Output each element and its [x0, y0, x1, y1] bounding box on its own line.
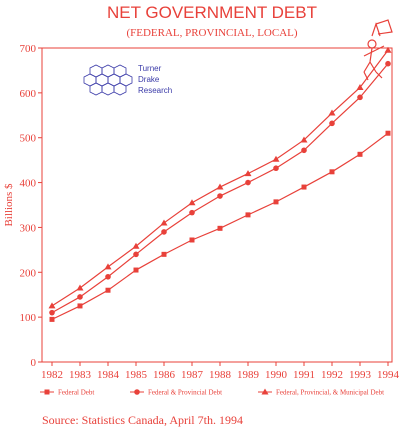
data-point-series-3 — [300, 136, 308, 143]
logo-line-1: Turner — [138, 64, 162, 73]
data-point-series-1 — [133, 267, 139, 273]
plot-frame — [41, 47, 393, 363]
data-point-series-1 — [161, 251, 167, 257]
y-tick-label: 500 — [20, 133, 37, 145]
data-point-series-1 — [301, 184, 307, 190]
y-tick-label: 300 — [20, 222, 37, 234]
data-point-series-1 — [189, 237, 195, 243]
data-point-series-2 — [189, 209, 195, 216]
legend-swatch-marker — [44, 389, 50, 395]
x-tick-label: 1982 — [41, 369, 63, 381]
data-point-series-1 — [77, 303, 83, 309]
legend-swatch-marker — [261, 388, 269, 395]
x-tick-label: 1993 — [349, 369, 372, 381]
data-point-series-2 — [77, 294, 83, 300]
x-tick-label: 1984 — [97, 369, 120, 381]
data-point-series-3 — [160, 219, 168, 226]
x-tick-label: 1990 — [265, 369, 288, 381]
x-tick-label: 1994 — [377, 369, 400, 381]
x-tick-label: 1991 — [293, 369, 315, 381]
y-ticks: 0 100 200 300 400 500 600 700 — [20, 43, 42, 369]
chart-subtitle: (FEDERAL, PROVINCIAL, LOCAL) — [126, 27, 297, 39]
data-point-series-2 — [385, 60, 391, 67]
x-tick-label: 1988 — [209, 369, 232, 381]
data-point-series-2 — [329, 120, 335, 127]
y-tick-label: 400 — [20, 178, 37, 190]
chart-title: NET GOVERNMENT DEBT — [107, 3, 317, 22]
x-ticks: 1982 1983 1984 1985 1986 1987 1988 1989 1990 1991… — [41, 362, 400, 381]
data-point-series-1 — [49, 316, 55, 322]
data-point-series-2 — [105, 273, 111, 280]
y-tick-label: 700 — [20, 43, 37, 55]
turner-drake-logo: Turner Drake Research — [83, 64, 172, 96]
x-tick-label: 1987 — [181, 369, 204, 381]
data-point-series-3 — [76, 284, 84, 291]
data-point-series-2 — [273, 165, 279, 172]
x-tick-label: 1989 — [237, 369, 260, 381]
legend-label: Federal Debt — [58, 389, 94, 397]
x-tick-label: 1986 — [153, 369, 176, 381]
data-point-series-2 — [245, 179, 251, 186]
hexagon-cluster-icon — [83, 64, 133, 96]
data-point-series-3 — [244, 170, 252, 177]
legend-label: Federal & Provincial Debt — [148, 389, 222, 397]
data-point-series-3 — [188, 199, 196, 206]
data-point-series-2 — [357, 94, 363, 101]
data-point-series-3 — [356, 83, 364, 90]
legend-label: Federal, Provincial, & Municipal Debt — [276, 389, 384, 397]
x-tick-label: 1983 — [69, 369, 92, 381]
y-tick-label: 100 — [20, 312, 37, 324]
legend: Federal Debt Federal & Provincial Debt Fed… — [40, 388, 384, 397]
data-point-series-2 — [49, 309, 55, 316]
axes — [41, 47, 393, 363]
data-point-series-1 — [385, 130, 391, 136]
series-lines — [48, 46, 392, 322]
data-point-series-3 — [132, 242, 140, 249]
data-point-series-3 — [272, 155, 280, 162]
data-point-series-3 — [384, 46, 392, 53]
y-tick-label: 600 — [20, 88, 37, 100]
data-point-series-2 — [161, 229, 167, 235]
y-tick-label: 0 — [31, 357, 37, 369]
data-point-series-3 — [328, 109, 336, 116]
data-point-series-1 — [329, 169, 335, 175]
data-point-series-1 — [273, 199, 279, 205]
data-point-series-1 — [245, 212, 251, 218]
y-tick-label: 200 — [20, 267, 37, 279]
flag-bearer-illustration — [363, 19, 393, 81]
x-tick-label: 1985 — [125, 369, 148, 381]
data-point-series-2 — [217, 193, 223, 199]
data-point-series-3 — [216, 183, 224, 190]
data-point-series-3 — [104, 263, 112, 270]
data-point-series-1 — [105, 287, 111, 293]
data-point-series-1 — [217, 225, 223, 231]
data-point-series-1 — [357, 151, 363, 157]
data-point-series-2 — [301, 147, 307, 154]
logo-line-3: Research — [138, 86, 172, 95]
data-point-series-3 — [48, 302, 56, 309]
source-note: Source: Statistics Canada, April 7th. 19… — [42, 413, 243, 427]
legend-swatch-marker — [134, 389, 140, 395]
logo-line-2: Drake — [138, 75, 160, 84]
y-axis-label: Billions $ — [3, 183, 15, 227]
x-tick-label: 1992 — [321, 369, 343, 381]
data-point-series-2 — [133, 251, 139, 258]
